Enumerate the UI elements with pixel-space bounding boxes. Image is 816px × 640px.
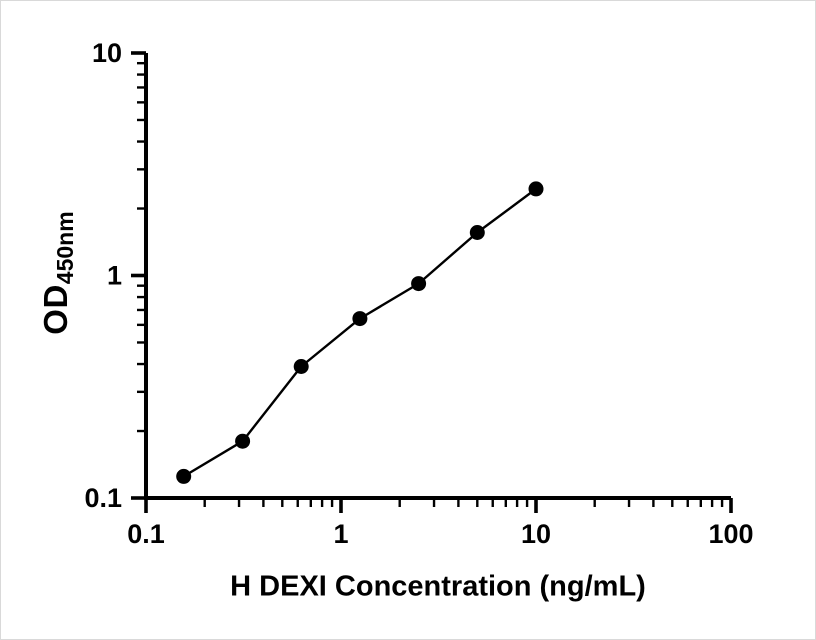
y-tick-label: 0.1 <box>84 483 122 513</box>
x-axis-title: H DEXI Concentration (ng/mL) <box>230 570 646 603</box>
x-tick-label: 10 <box>521 519 551 549</box>
y-axis-title-main: OD <box>37 284 74 335</box>
data-point <box>528 181 544 197</box>
x-tick-label: 0.1 <box>127 519 165 549</box>
data-point <box>352 311 368 327</box>
y-axis-title: OD450nm <box>37 211 79 334</box>
x-tick-label: 100 <box>708 519 753 549</box>
data-point <box>293 359 309 374</box>
data-point <box>235 433 251 449</box>
x-tick-label: 1 <box>333 519 348 549</box>
y-axis-title-subscript: 450nm <box>52 211 78 285</box>
data-point <box>469 225 485 240</box>
y-tick-label: 1 <box>107 261 122 291</box>
y-tick-label: 10 <box>92 38 122 68</box>
data-point <box>411 276 427 292</box>
data-point <box>176 468 192 484</box>
